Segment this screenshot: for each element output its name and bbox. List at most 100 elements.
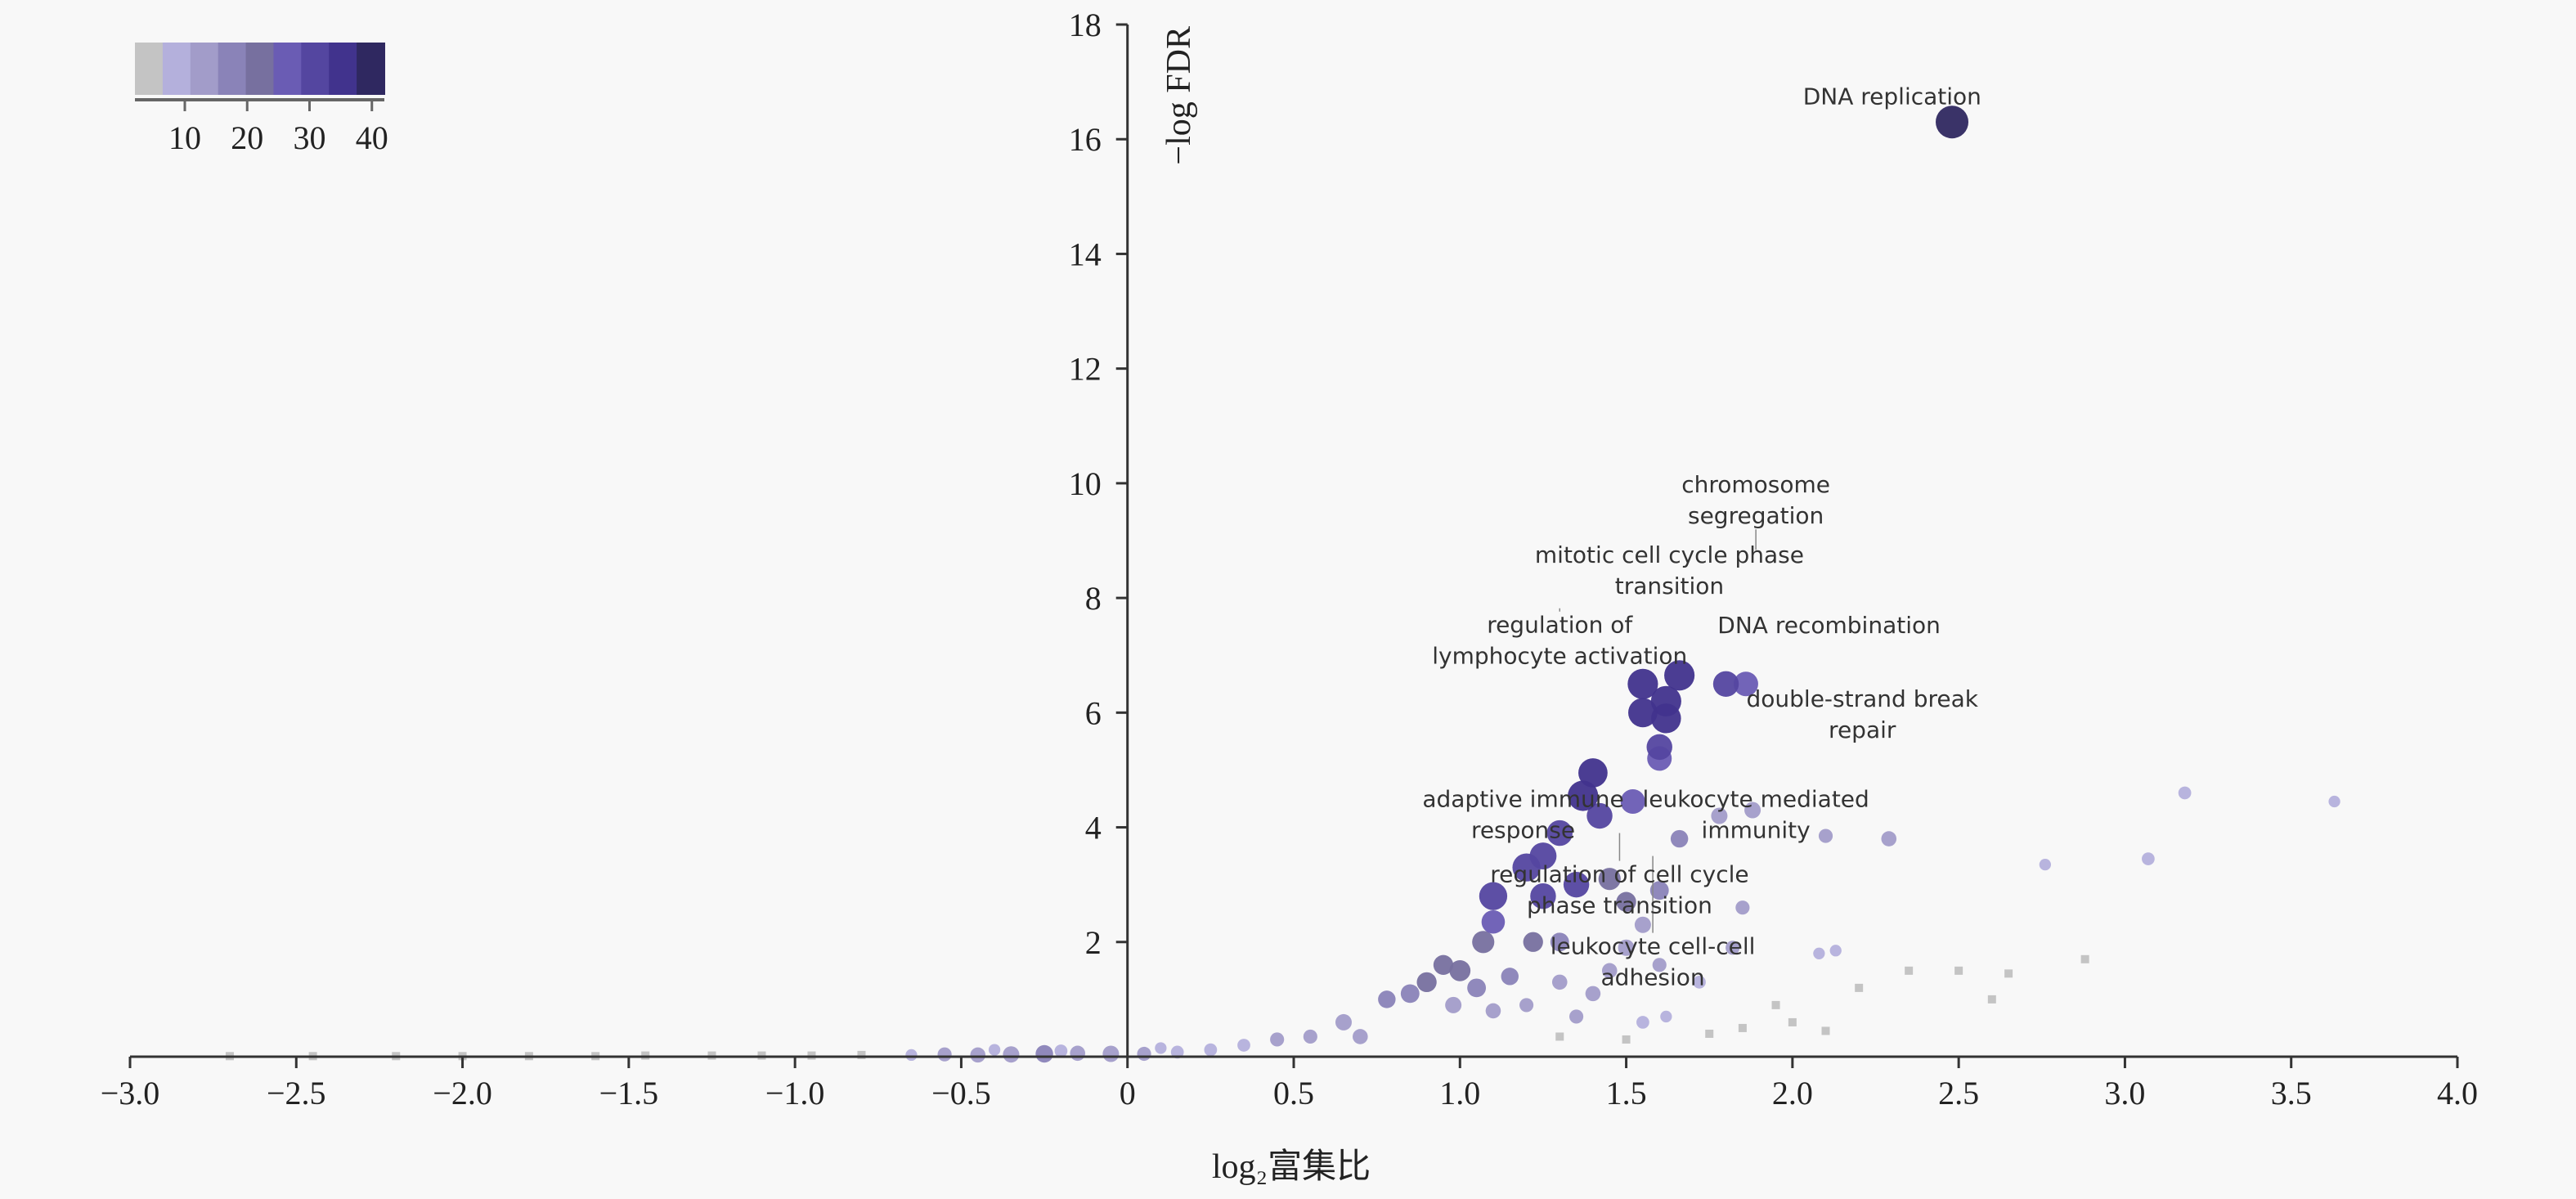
- data-point: [1270, 1032, 1285, 1047]
- data-point: [1378, 990, 1396, 1008]
- colorbar-swatch: [190, 43, 219, 95]
- y-tick-label: 10: [1069, 465, 1102, 502]
- colorbar-swatch: [301, 43, 330, 95]
- data-point: [2328, 795, 2340, 808]
- data-point: [2178, 786, 2192, 800]
- data-point: [1569, 1009, 1584, 1024]
- y-tick-label: 2: [1085, 924, 1102, 961]
- point-label: chromosome: [1681, 471, 1830, 498]
- y-tick-label: 18: [1069, 7, 1102, 43]
- data-point: [1523, 932, 1543, 952]
- data-point: [1601, 963, 1618, 979]
- x-tick-label: 1.0: [1439, 1075, 1480, 1111]
- data-point: [1472, 931, 1495, 954]
- data-point: [1733, 671, 1758, 697]
- annotations-layer: DNA replication mitotic cell cycle phase t…: [1422, 83, 1981, 991]
- point-label: DNA recombination: [1717, 612, 1941, 639]
- point-label-group: adaptive immune response: [1422, 786, 1623, 844]
- data-point: [1416, 972, 1437, 992]
- data-point: [1627, 668, 1658, 699]
- y-tick-label: 16: [1069, 121, 1102, 158]
- points-layer: [225, 106, 2340, 1063]
- data-point: [1546, 820, 1573, 846]
- data-point: [1479, 882, 1508, 910]
- x-tick-label: −0.5: [931, 1075, 991, 1111]
- colorbar-legend: 10 20 30 40: [135, 43, 388, 156]
- point-label: repair: [1829, 716, 1896, 743]
- x-tick-label: 3.5: [2271, 1075, 2312, 1111]
- data-point: [1586, 802, 1613, 829]
- data-point: [1636, 1016, 1649, 1029]
- x-tick-label: 2.0: [1772, 1075, 1813, 1111]
- data-point: [1712, 671, 1739, 697]
- data-point: [1070, 1045, 1086, 1062]
- point-label: regulation of: [1487, 612, 1633, 639]
- data-point: [1555, 1032, 1564, 1041]
- data-point: [1551, 974, 1568, 990]
- data-point: [1054, 1044, 1068, 1058]
- data-point: [1598, 868, 1621, 891]
- point-label-group: DNA recombination: [1717, 612, 1941, 639]
- data-point: [1693, 975, 1706, 989]
- data-point: [970, 1047, 986, 1063]
- point-label-group: mitotic cell cycle phase transition: [1535, 541, 1804, 600]
- data-point: [1670, 829, 1689, 848]
- point-label: DNA replication: [1803, 83, 1981, 110]
- data-point: [1650, 685, 1681, 716]
- colorbar-swatch: [357, 43, 385, 95]
- data-point: [1705, 1029, 1714, 1038]
- data-point: [1102, 1045, 1120, 1062]
- point-label: leukocyte mediated: [1642, 786, 1869, 813]
- data-point: [1987, 995, 1996, 1004]
- colorbar-swatch: [135, 43, 164, 95]
- data-point: [1905, 966, 1914, 975]
- axes: −3.0 −2.5 −2.0 −1.5 −1.0 −0.5 0 0.5 1.0 1.5 2.0 2.5…: [101, 7, 2478, 1111]
- data-point: [937, 1047, 952, 1062]
- data-point: [1512, 853, 1541, 882]
- data-point: [1646, 734, 1672, 761]
- point-label-group: leukocyte mediated immunity: [1642, 786, 1869, 844]
- y-tick-label: 12: [1069, 351, 1102, 388]
- data-point: [1744, 802, 1761, 819]
- data-point: [857, 1050, 866, 1059]
- colorbar-swatch: [329, 43, 358, 95]
- point-label: immunity: [1702, 817, 1811, 844]
- x-tick-label: 0: [1120, 1075, 1136, 1111]
- data-point: [1445, 996, 1462, 1013]
- data-point: [1726, 941, 1740, 955]
- leader-lines-layer: [1559, 529, 1757, 933]
- data-point: [1818, 829, 1833, 843]
- x-tick-label: 4.0: [2437, 1075, 2478, 1111]
- data-point: [1821, 1026, 1830, 1035]
- data-point: [1585, 986, 1601, 1002]
- colorbar-tick-label: 30: [294, 119, 326, 156]
- data-point: [1771, 1000, 1780, 1009]
- colorbar-swatch: [245, 43, 275, 95]
- point-label: adhesion: [1601, 964, 1705, 991]
- x-tick-label: 1.5: [1606, 1075, 1647, 1111]
- x-tick-label: −2.0: [433, 1075, 492, 1111]
- data-point: [1170, 1045, 1184, 1059]
- x-axis-title: log₂富集比: [1212, 1147, 1371, 1186]
- x-tick-label: −2.5: [267, 1075, 326, 1111]
- point-label: lymphocyte activation: [1432, 643, 1687, 670]
- data-point: [1652, 958, 1667, 972]
- data-point: [1303, 1029, 1317, 1044]
- data-point: [1954, 966, 1963, 975]
- data-point: [1155, 1042, 1167, 1054]
- point-label: transition: [1615, 573, 1724, 600]
- y-tick-label: 6: [1085, 694, 1102, 731]
- colorbar-swatch: [162, 43, 191, 95]
- data-point: [1550, 932, 1569, 952]
- data-point: [2039, 858, 2051, 871]
- colorbar-tick-label: 20: [231, 119, 263, 156]
- point-label: mitotic cell cycle phase: [1535, 541, 1804, 568]
- data-point: [1660, 1010, 1672, 1023]
- data-point: [1578, 758, 1608, 788]
- data-point: [1433, 954, 1454, 975]
- data-point: [1519, 998, 1534, 1013]
- data-point: [2004, 969, 2013, 978]
- data-point: [1467, 978, 1487, 998]
- data-point: [1813, 947, 1825, 959]
